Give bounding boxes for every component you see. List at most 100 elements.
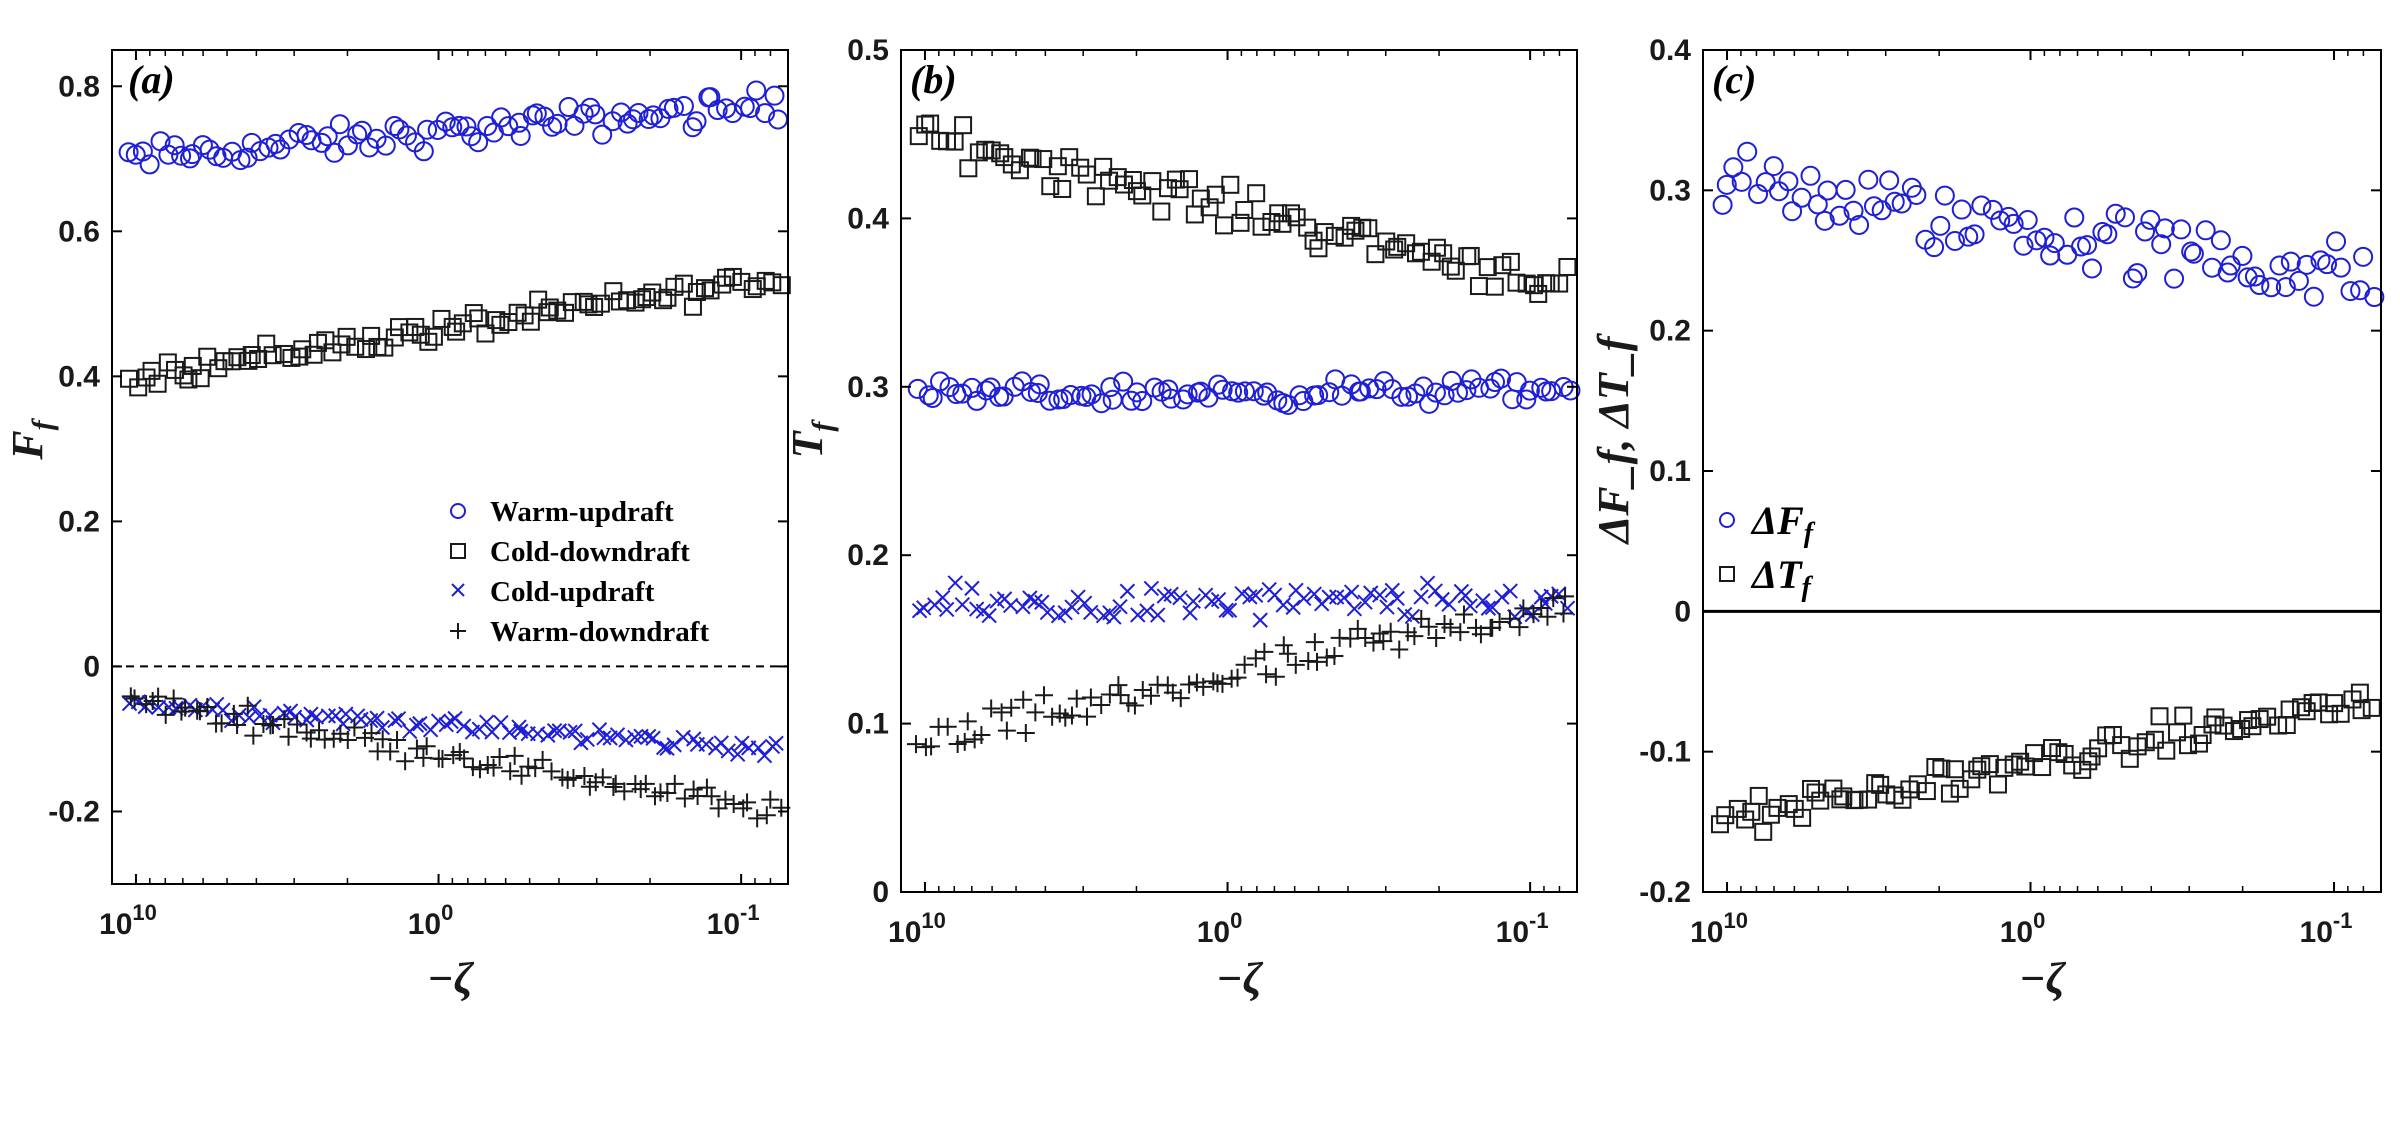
data-point-cold-updraft bbox=[596, 730, 612, 746]
data-point-cold-downdraft bbox=[390, 318, 409, 337]
data-point-warm-downdraft bbox=[658, 783, 677, 802]
data-point-cold-updraft bbox=[1389, 590, 1405, 607]
data-point--t-f bbox=[1950, 779, 1969, 798]
data-point-cold-downdraft bbox=[1086, 187, 1105, 206]
data-point-warm-downdraft bbox=[1544, 589, 1563, 608]
data-point-warm-updraft bbox=[1531, 377, 1552, 398]
data-point-cold-updraft bbox=[1285, 599, 1301, 616]
data-point-warm-downdraft bbox=[212, 714, 231, 733]
data-point-cold-downdraft bbox=[179, 370, 198, 389]
data-point-cold-downdraft bbox=[1206, 185, 1225, 204]
data-point-warm-downdraft bbox=[906, 735, 925, 754]
data-point--t-f bbox=[1761, 805, 1780, 824]
data-point-cold-downdraft bbox=[1010, 161, 1029, 180]
data-point-warm-downdraft bbox=[1405, 627, 1424, 646]
data-point--f-f bbox=[1731, 171, 1752, 192]
data-point-warm-downdraft bbox=[396, 752, 415, 771]
data-point--t-f bbox=[2239, 711, 2258, 730]
data-point-cold-downdraft bbox=[1123, 171, 1142, 190]
data-point-warm-updraft bbox=[1413, 376, 1434, 397]
data-point-cold-updraft bbox=[546, 722, 563, 739]
data-point-cold-downdraft bbox=[1558, 257, 1577, 276]
data-point-warm-updraft bbox=[317, 126, 338, 147]
data-point-warm-downdraft bbox=[1067, 689, 1086, 708]
data-point-cold-downdraft bbox=[242, 346, 261, 365]
data-point--t-f bbox=[1980, 755, 1999, 774]
data-point-cold-downdraft bbox=[909, 127, 928, 146]
data-point-cold-updraft bbox=[964, 580, 980, 597]
data-point-warm-downdraft bbox=[1554, 604, 1573, 623]
panel-c-y-label: ΔF_f, ΔT_f bbox=[1589, 332, 1638, 545]
data-point-warm-updraft bbox=[375, 135, 396, 156]
data-point--f-f bbox=[1778, 171, 1799, 192]
data-point--f-f bbox=[1849, 214, 1870, 235]
data-point-cold-downdraft bbox=[228, 348, 247, 367]
data-point-warm-downdraft bbox=[526, 759, 545, 778]
data-point-warm-updraft bbox=[1441, 370, 1462, 391]
data-point--t-f bbox=[1893, 790, 1912, 809]
data-point-cold-updraft bbox=[1363, 585, 1379, 601]
data-point-warm-updraft bbox=[686, 111, 707, 132]
data-point-warm-updraft bbox=[682, 117, 703, 138]
data-point-warm-updraft bbox=[1448, 382, 1469, 403]
data-point--f-f bbox=[2261, 277, 2282, 298]
data-point-cold-updraft bbox=[412, 715, 428, 732]
y-tick-label: 0.4 bbox=[58, 360, 100, 393]
data-point-warm-downdraft bbox=[542, 762, 561, 781]
data-point-warm-updraft bbox=[1391, 386, 1412, 407]
data-point--f-f bbox=[2151, 234, 2172, 255]
data-point-cold-updraft bbox=[591, 722, 608, 738]
data-point-warm-downdraft bbox=[1381, 622, 1400, 641]
data-point--f-f bbox=[2013, 235, 2034, 256]
data-point--t-f bbox=[2292, 698, 2311, 717]
data-point-warm-downdraft bbox=[1002, 698, 1021, 717]
data-point--f-f bbox=[1769, 181, 1790, 202]
data-point--t-f bbox=[2350, 683, 2369, 702]
data-point--t-f bbox=[1988, 775, 2007, 794]
data-point--f-f bbox=[1951, 199, 1972, 220]
data-point-cold-downdraft bbox=[633, 290, 652, 309]
data-point-warm-updraft bbox=[638, 109, 659, 130]
panel-a-y-ticks: -0.2 0 0.2 0.4 0.6 0.8 bbox=[48, 70, 788, 828]
data-point--f-f bbox=[1843, 200, 1864, 221]
panel-a-y-label: Ff bbox=[3, 417, 59, 460]
data-point--t-f bbox=[2136, 733, 2155, 752]
data-point-cold-updraft bbox=[456, 718, 472, 734]
data-point-warm-updraft bbox=[1208, 374, 1229, 395]
data-point-warm-updraft bbox=[740, 98, 761, 119]
data-point--f-f bbox=[1858, 169, 1879, 190]
data-point-warm-downdraft bbox=[345, 718, 364, 737]
data-point-cold-updraft bbox=[1275, 597, 1291, 613]
data-point--t-f bbox=[1945, 760, 1964, 779]
y-tick-label: -0.1 bbox=[1639, 736, 1691, 769]
data-point--f-f bbox=[1723, 157, 1744, 178]
data-point-cold-downdraft bbox=[1053, 179, 1072, 198]
data-point-cold-updraft bbox=[1076, 595, 1093, 611]
data-point-warm-downdraft bbox=[575, 767, 594, 786]
panel-b-x-ticks: 1010 100 10-1 bbox=[888, 50, 1578, 949]
data-point--f-f bbox=[2275, 277, 2296, 298]
data-point-cold-updraft bbox=[1172, 589, 1188, 606]
data-point-cold-downdraft bbox=[1469, 277, 1488, 296]
data-point-cold-downdraft bbox=[991, 144, 1010, 163]
data-point-warm-downdraft bbox=[593, 768, 612, 787]
data-point-warm-updraft bbox=[510, 125, 531, 146]
data-point--f-f bbox=[2210, 230, 2231, 251]
data-point-cold-downdraft bbox=[1446, 261, 1465, 280]
data-point-cold-updraft bbox=[215, 702, 231, 718]
data-point-cold-downdraft bbox=[148, 374, 167, 393]
data-point-cold-updraft bbox=[493, 714, 509, 731]
data-point-cold-updraft bbox=[1150, 607, 1166, 623]
data-point--f-f bbox=[1712, 194, 1733, 215]
data-point-warm-downdraft bbox=[697, 778, 716, 797]
panel-b-y-label: Tf bbox=[783, 419, 839, 459]
data-point-cold-downdraft bbox=[1461, 246, 1480, 265]
data-point--f-f bbox=[2288, 270, 2309, 291]
data-point--t-f bbox=[1917, 782, 1936, 801]
data-point-warm-downdraft bbox=[1510, 618, 1529, 637]
panel-c-data-points bbox=[1703, 141, 2385, 841]
data-point-warm-updraft bbox=[1212, 379, 1233, 400]
data-point-warm-downdraft bbox=[636, 774, 655, 793]
data-point-cold-updraft bbox=[1027, 593, 1043, 609]
